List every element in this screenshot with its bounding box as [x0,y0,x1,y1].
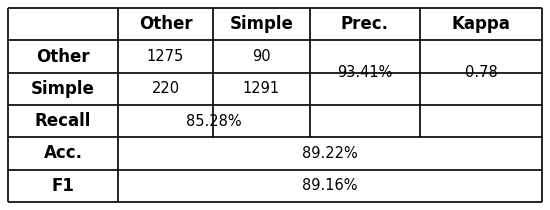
Text: 1291: 1291 [243,81,280,96]
Text: 220: 220 [151,81,179,96]
Text: 0.78: 0.78 [465,65,497,80]
Text: Kappa: Kappa [452,15,510,33]
Text: 93.41%: 93.41% [337,65,393,80]
Text: 89.16%: 89.16% [302,178,358,193]
Text: Other: Other [36,47,90,66]
Text: Simple: Simple [229,15,294,33]
Text: 90: 90 [252,49,271,64]
Text: Acc.: Acc. [43,144,82,163]
Text: 1275: 1275 [147,49,184,64]
Text: 89.22%: 89.22% [302,146,358,161]
Text: Simple: Simple [31,80,95,98]
Text: 85.28%: 85.28% [186,114,242,129]
Text: F1: F1 [52,177,74,195]
Text: Other: Other [139,15,192,33]
Text: Prec.: Prec. [341,15,389,33]
Text: Recall: Recall [35,112,91,130]
